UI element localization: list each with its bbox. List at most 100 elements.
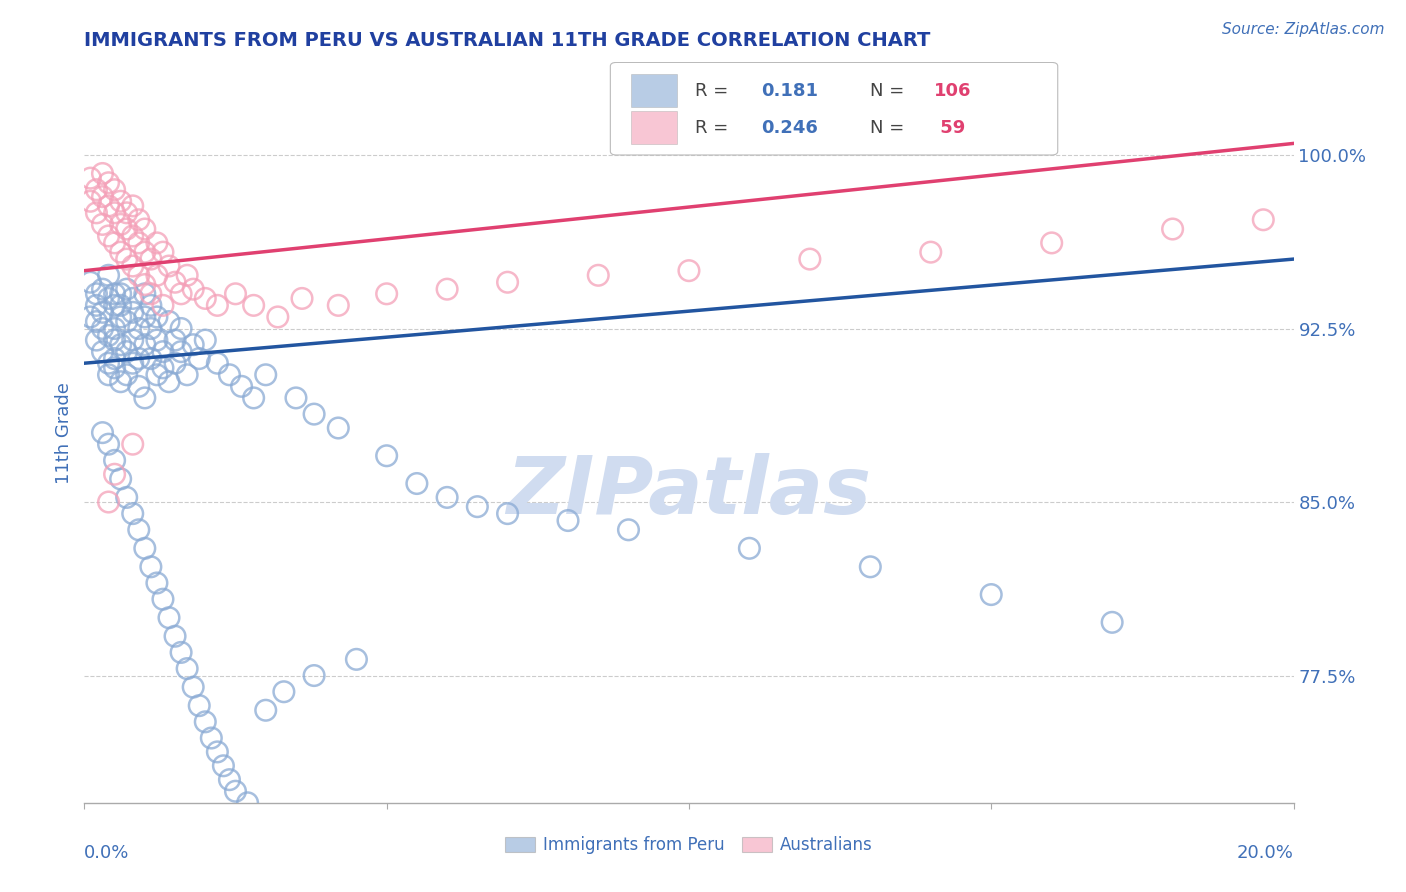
Point <box>678 263 700 277</box>
Point <box>134 391 156 405</box>
Point <box>110 472 132 486</box>
Point <box>207 298 229 312</box>
Point <box>194 292 217 306</box>
Point <box>146 310 169 324</box>
Point <box>121 229 143 244</box>
Point <box>110 245 132 260</box>
Point <box>115 252 138 266</box>
Point <box>207 356 229 370</box>
Point <box>128 523 150 537</box>
Point <box>86 298 108 312</box>
Text: 0.0%: 0.0% <box>84 845 129 863</box>
Point <box>617 523 640 537</box>
Point <box>152 245 174 260</box>
Point <box>225 784 247 798</box>
Point <box>254 703 277 717</box>
Point <box>97 229 120 244</box>
Point <box>121 333 143 347</box>
Point <box>859 559 882 574</box>
Point <box>146 333 169 347</box>
Point <box>225 286 247 301</box>
Point <box>496 275 519 289</box>
Point <box>121 507 143 521</box>
Point <box>79 310 101 324</box>
Y-axis label: 11th Grade: 11th Grade <box>55 382 73 483</box>
Point <box>165 356 187 370</box>
Point <box>176 368 198 382</box>
Point <box>97 495 120 509</box>
Point <box>121 437 143 451</box>
Point <box>181 337 204 351</box>
Point <box>121 292 143 306</box>
Point <box>115 282 138 296</box>
Point <box>1161 222 1184 236</box>
Point <box>110 194 132 209</box>
Point <box>134 337 156 351</box>
Point <box>128 268 150 283</box>
Point <box>181 282 204 296</box>
Point <box>285 391 308 405</box>
Point <box>91 282 114 296</box>
Point <box>104 453 127 467</box>
Point <box>134 277 156 292</box>
Point <box>291 292 314 306</box>
Point <box>176 662 198 676</box>
Legend: Immigrants from Peru, Australians: Immigrants from Peru, Australians <box>498 830 880 861</box>
Point <box>1253 212 1275 227</box>
Point <box>273 684 295 698</box>
Point <box>79 194 101 209</box>
Text: R =: R = <box>695 119 734 136</box>
Point <box>86 314 108 328</box>
Point <box>97 368 120 382</box>
Point <box>152 360 174 375</box>
Point <box>134 310 156 324</box>
Point <box>157 259 180 273</box>
Point <box>146 268 169 283</box>
Point <box>157 314 180 328</box>
Point <box>115 368 138 382</box>
Point <box>121 199 143 213</box>
Text: N =: N = <box>870 119 910 136</box>
Text: 59: 59 <box>935 119 966 136</box>
Point <box>128 351 150 366</box>
Point <box>152 592 174 607</box>
Point <box>436 282 458 296</box>
Point <box>165 333 187 347</box>
Point <box>328 421 350 435</box>
Point <box>170 321 193 335</box>
Point <box>121 305 143 319</box>
Point <box>104 298 127 312</box>
Point <box>146 576 169 591</box>
Point <box>79 275 101 289</box>
Point <box>86 183 108 197</box>
Point <box>97 437 120 451</box>
Point <box>97 268 120 283</box>
Point <box>79 171 101 186</box>
Point <box>134 541 156 556</box>
Text: R =: R = <box>695 81 734 100</box>
Point <box>97 292 120 306</box>
Point <box>139 286 162 301</box>
Point <box>152 344 174 359</box>
Point <box>152 298 174 312</box>
Point <box>920 245 942 260</box>
Text: 0.246: 0.246 <box>762 119 818 136</box>
Point <box>194 714 217 729</box>
Point <box>188 698 211 713</box>
Point <box>375 449 398 463</box>
Point <box>170 645 193 659</box>
Point <box>139 559 162 574</box>
Point <box>91 321 114 335</box>
Point <box>218 772 240 787</box>
Point <box>110 310 132 324</box>
Point <box>97 176 120 190</box>
Point <box>146 235 169 250</box>
Point <box>104 235 127 250</box>
Point <box>207 745 229 759</box>
Point <box>139 321 162 335</box>
Point <box>738 541 761 556</box>
Point <box>91 305 114 319</box>
Point <box>128 321 150 335</box>
Point <box>157 375 180 389</box>
Point <box>139 351 162 366</box>
